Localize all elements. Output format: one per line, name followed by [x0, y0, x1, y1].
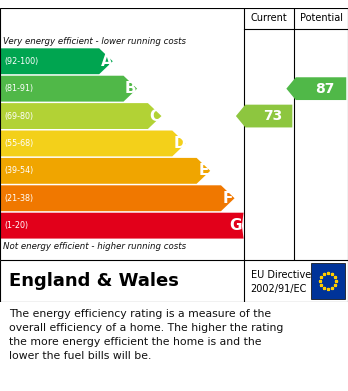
Polygon shape	[0, 158, 210, 184]
Text: A: A	[101, 54, 112, 69]
Text: C: C	[150, 109, 161, 124]
Text: The energy efficiency rating is a measure of the
overall efficiency of a home. T: The energy efficiency rating is a measur…	[9, 309, 283, 361]
Text: Very energy efficient - lower running costs: Very energy efficient - lower running co…	[3, 38, 187, 47]
FancyBboxPatch shape	[311, 264, 345, 299]
Polygon shape	[236, 105, 292, 127]
Text: (39-54): (39-54)	[4, 166, 33, 175]
Text: D: D	[173, 136, 186, 151]
Text: (69-80): (69-80)	[4, 111, 33, 120]
Text: England & Wales: England & Wales	[9, 272, 179, 290]
Text: Current: Current	[251, 13, 287, 23]
Polygon shape	[0, 131, 186, 156]
Polygon shape	[0, 48, 113, 74]
Text: (92-100): (92-100)	[4, 57, 38, 66]
Text: EU Directive: EU Directive	[251, 270, 311, 280]
Text: (21-38): (21-38)	[4, 194, 33, 203]
Text: B: B	[125, 81, 137, 96]
Polygon shape	[0, 103, 161, 129]
Text: (1-20): (1-20)	[4, 221, 28, 230]
Polygon shape	[286, 77, 346, 100]
Text: 2002/91/EC: 2002/91/EC	[251, 284, 307, 294]
Text: 73: 73	[263, 109, 282, 123]
Polygon shape	[0, 76, 137, 102]
Polygon shape	[0, 185, 235, 211]
Polygon shape	[0, 213, 244, 239]
Text: 87: 87	[315, 82, 334, 96]
Text: E: E	[199, 163, 209, 178]
Text: F: F	[223, 191, 234, 206]
Text: G: G	[229, 218, 242, 233]
Text: (55-68): (55-68)	[4, 139, 33, 148]
Text: Not energy efficient - higher running costs: Not energy efficient - higher running co…	[3, 242, 187, 251]
Text: (81-91): (81-91)	[4, 84, 33, 93]
Text: Potential: Potential	[300, 13, 342, 23]
